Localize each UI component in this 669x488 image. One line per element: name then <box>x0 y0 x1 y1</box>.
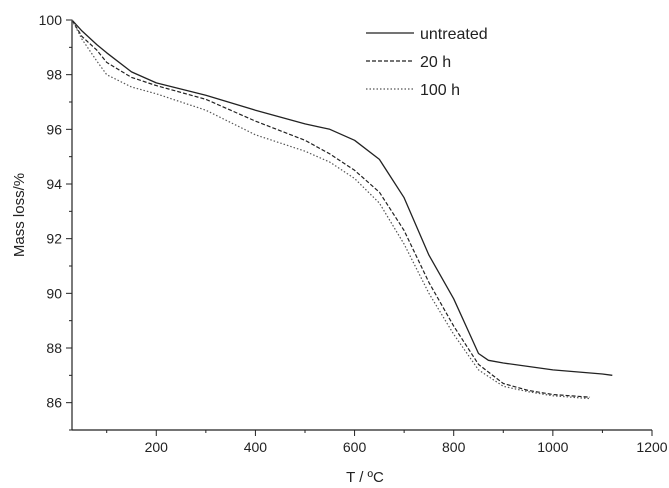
series-line-2 <box>71 19 591 400</box>
y-tick-label: 90 <box>46 285 62 301</box>
legend: untreated 20 h 100 h <box>366 26 488 99</box>
x-tick-label: 400 <box>244 439 268 455</box>
ticks: 200 400 600 800 1000 1200 86 88 90 92 94 96 98 100 <box>39 12 668 455</box>
y-tick-label: 100 <box>39 12 63 28</box>
y-tick-label: 88 <box>46 340 62 356</box>
y-axis-label: Mass loss/% <box>11 173 28 257</box>
x-axis-label: T / ºC <box>346 469 384 486</box>
axes <box>71 20 652 431</box>
y-tick-label: 92 <box>46 231 62 247</box>
legend-label-1: 20 h <box>420 54 451 71</box>
x-tick-label: 200 <box>145 439 169 455</box>
x-tick-label: 600 <box>343 439 367 455</box>
x-tick-label: 1000 <box>537 439 568 455</box>
y-tick-label: 94 <box>46 176 62 192</box>
series-line-1 <box>71 19 591 398</box>
y-tick-label: 86 <box>46 395 62 411</box>
y-tick-label: 96 <box>46 121 62 137</box>
legend-label-0: untreated <box>420 26 488 43</box>
x-tick-label: 1200 <box>636 439 667 455</box>
series-line-0 <box>71 19 613 376</box>
legend-label-2: 100 h <box>420 82 460 99</box>
series-lines <box>71 19 613 400</box>
x-tick-label: 800 <box>442 439 466 455</box>
y-tick-label: 98 <box>46 67 62 83</box>
